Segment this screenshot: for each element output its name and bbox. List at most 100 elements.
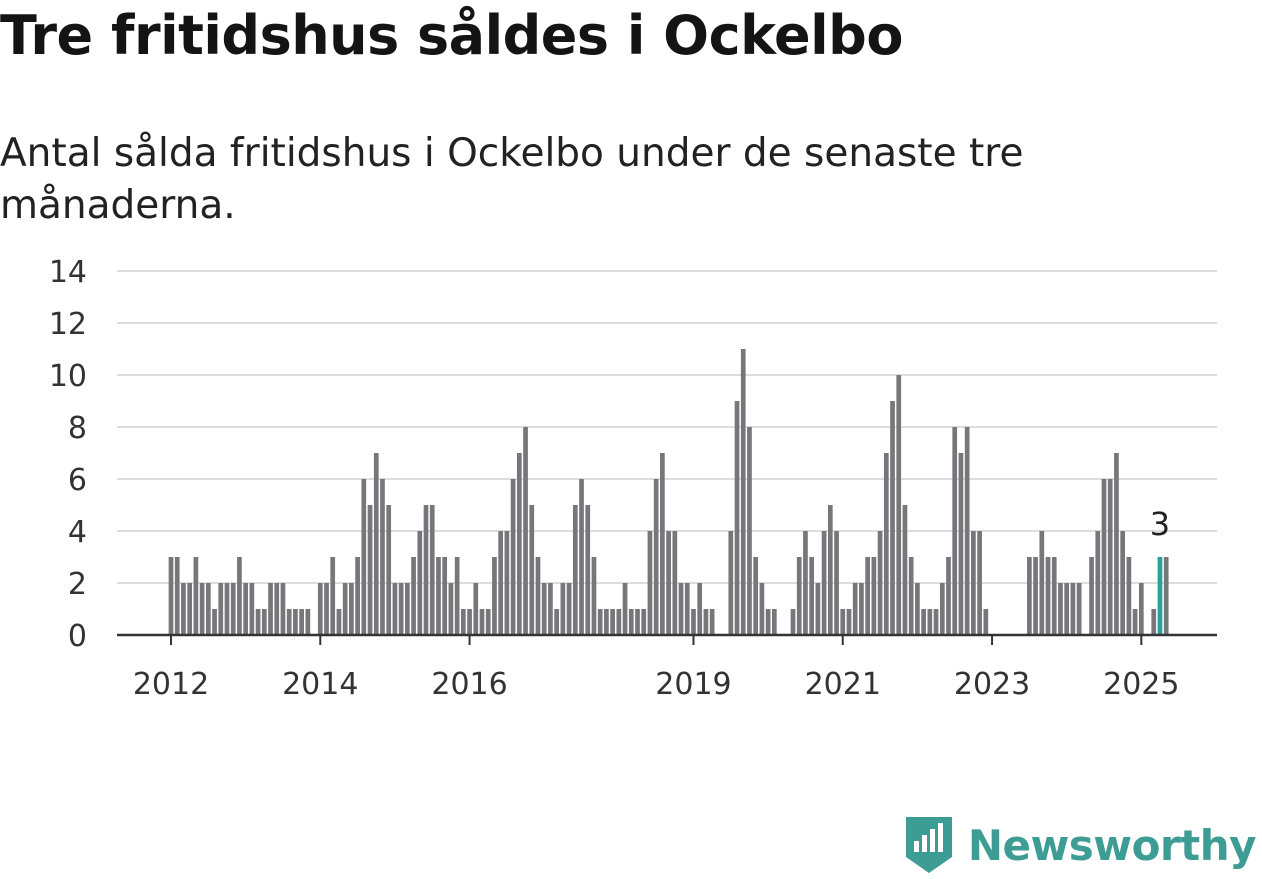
bar	[691, 609, 696, 635]
bar	[759, 583, 765, 635]
bar	[964, 427, 970, 635]
bar	[1138, 583, 1144, 635]
x-tick-label: 2016	[431, 667, 507, 702]
bar	[230, 583, 236, 635]
bar	[423, 505, 429, 635]
bar	[859, 583, 864, 635]
bar	[902, 505, 908, 635]
chart-title: Tre fritidshus såldes i Ockelbo	[0, 4, 903, 67]
bar	[939, 583, 945, 635]
bar	[280, 583, 286, 635]
y-tick-label: 4	[68, 515, 87, 550]
bar	[871, 557, 877, 635]
bar	[1120, 531, 1126, 635]
bar	[541, 583, 547, 635]
bar	[535, 557, 541, 635]
bar	[299, 609, 304, 635]
bar	[498, 531, 504, 635]
bar	[747, 427, 752, 635]
y-tick-label: 14	[49, 255, 87, 290]
bars	[168, 349, 1169, 635]
bar	[199, 583, 205, 635]
bar	[1051, 557, 1057, 635]
bar	[827, 505, 833, 635]
bar	[367, 505, 373, 635]
bar	[753, 557, 759, 635]
bar	[1089, 557, 1094, 635]
bar	[1039, 531, 1045, 635]
bar	[709, 609, 715, 635]
x-tick-label: 2021	[805, 667, 881, 702]
bar	[672, 531, 678, 635]
bar	[1151, 609, 1157, 635]
bar	[454, 557, 460, 635]
bar	[467, 609, 472, 635]
bar	[417, 531, 423, 635]
bar	[908, 557, 914, 635]
logo-text: Newsworthy	[967, 820, 1257, 870]
bar	[790, 609, 796, 635]
bar	[324, 583, 329, 635]
bar	[523, 427, 528, 635]
bar	[572, 505, 578, 635]
bar	[380, 479, 385, 635]
bar	[1101, 479, 1107, 635]
bar	[641, 609, 647, 635]
bar	[840, 609, 846, 635]
bar	[386, 505, 392, 635]
bar	[566, 583, 572, 635]
bar	[336, 609, 342, 635]
bar	[865, 557, 870, 635]
bar	[684, 583, 690, 635]
bar	[771, 609, 777, 635]
bar	[1132, 609, 1138, 635]
bar	[181, 583, 186, 635]
bar	[921, 609, 926, 635]
chart-subtitle: Antal sålda fritidshus i Ockelbo under d…	[0, 131, 1024, 228]
bar	[405, 583, 410, 635]
bar	[660, 453, 665, 635]
bar	[1114, 453, 1119, 635]
bar	[224, 583, 230, 635]
bar	[286, 609, 292, 635]
bar	[890, 401, 895, 635]
x-tick-label: 2019	[655, 667, 731, 702]
bar	[1070, 583, 1076, 635]
bar	[510, 479, 516, 635]
bar	[548, 583, 553, 635]
bar	[193, 557, 199, 635]
bar	[187, 583, 193, 635]
bar	[765, 609, 771, 635]
bar	[915, 583, 920, 635]
bar	[834, 531, 839, 635]
data-label: 3	[1150, 505, 1170, 543]
bar	[261, 609, 267, 635]
bar	[436, 557, 441, 635]
bar	[647, 531, 653, 635]
bar	[317, 583, 323, 635]
y-tick-label: 12	[49, 307, 87, 342]
bar	[610, 609, 615, 635]
y-tick-label: 10	[49, 359, 87, 394]
bar	[703, 609, 709, 635]
x-axis-ticks: 2012 2014 2016 2019 2021 2023 2025	[133, 635, 1179, 702]
bar	[604, 609, 609, 635]
bar	[883, 453, 889, 635]
bar	[529, 505, 535, 635]
x-tick-label: 2023	[954, 667, 1030, 702]
bar	[803, 531, 808, 635]
bar	[1027, 557, 1032, 635]
bar	[249, 583, 255, 635]
bar	[983, 609, 989, 635]
bar	[255, 609, 261, 635]
bar	[429, 505, 435, 635]
bar	[585, 505, 591, 635]
y-tick-label: 6	[68, 463, 87, 498]
bar	[1107, 479, 1113, 635]
bar	[896, 375, 902, 635]
bar	[218, 583, 224, 635]
bar	[971, 531, 976, 635]
bar	[460, 609, 466, 635]
bar	[1064, 583, 1070, 635]
